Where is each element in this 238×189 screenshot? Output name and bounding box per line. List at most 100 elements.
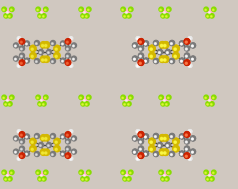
Circle shape (179, 151, 184, 156)
Circle shape (154, 59, 159, 64)
Circle shape (145, 43, 146, 44)
Circle shape (137, 38, 138, 40)
Circle shape (40, 56, 47, 62)
Circle shape (134, 58, 135, 60)
Circle shape (213, 97, 214, 99)
Circle shape (50, 59, 55, 64)
Circle shape (30, 45, 36, 52)
Circle shape (144, 135, 148, 138)
Circle shape (61, 136, 63, 138)
Circle shape (31, 141, 33, 143)
Circle shape (208, 9, 213, 15)
Circle shape (150, 55, 152, 57)
Circle shape (15, 45, 16, 46)
Circle shape (62, 136, 63, 137)
Circle shape (192, 58, 193, 60)
Circle shape (144, 153, 146, 155)
Circle shape (124, 9, 129, 15)
Circle shape (42, 14, 46, 18)
Circle shape (84, 175, 85, 177)
Circle shape (134, 151, 135, 153)
Circle shape (138, 39, 144, 44)
Circle shape (137, 158, 138, 160)
Circle shape (180, 152, 184, 155)
Circle shape (144, 41, 149, 46)
Circle shape (154, 136, 156, 138)
Circle shape (43, 104, 44, 105)
Circle shape (45, 152, 47, 154)
Circle shape (134, 45, 135, 47)
Circle shape (159, 149, 166, 155)
Circle shape (39, 179, 40, 180)
Circle shape (192, 58, 193, 60)
Circle shape (31, 148, 33, 150)
Circle shape (144, 42, 148, 45)
Circle shape (35, 40, 40, 46)
Circle shape (18, 65, 19, 67)
Circle shape (41, 44, 44, 47)
Circle shape (43, 135, 50, 141)
Circle shape (134, 58, 135, 60)
Circle shape (14, 57, 18, 60)
Circle shape (10, 95, 14, 100)
Circle shape (6, 12, 8, 14)
Circle shape (164, 152, 166, 154)
Circle shape (66, 48, 68, 50)
Circle shape (174, 148, 176, 150)
Circle shape (69, 64, 73, 67)
Circle shape (87, 170, 91, 174)
Circle shape (30, 52, 36, 59)
Circle shape (190, 149, 195, 154)
Circle shape (190, 136, 195, 141)
Circle shape (72, 44, 76, 47)
Circle shape (85, 14, 89, 18)
Circle shape (185, 141, 187, 143)
Circle shape (167, 145, 168, 146)
Circle shape (66, 41, 68, 43)
Circle shape (45, 9, 46, 11)
Circle shape (20, 62, 22, 64)
Circle shape (40, 145, 41, 146)
Circle shape (45, 59, 47, 61)
Circle shape (154, 133, 159, 139)
Circle shape (210, 102, 214, 106)
Circle shape (124, 179, 125, 180)
Circle shape (25, 152, 29, 155)
Circle shape (160, 152, 163, 154)
Circle shape (204, 7, 208, 12)
Circle shape (181, 43, 182, 44)
Circle shape (180, 43, 182, 45)
Circle shape (20, 41, 22, 43)
Circle shape (159, 135, 166, 141)
Circle shape (45, 44, 47, 47)
Circle shape (4, 177, 8, 181)
Circle shape (191, 57, 195, 60)
Circle shape (88, 172, 89, 174)
Circle shape (42, 177, 46, 181)
Circle shape (144, 43, 146, 45)
Circle shape (60, 134, 65, 139)
Circle shape (164, 44, 166, 47)
Circle shape (180, 60, 182, 62)
Circle shape (162, 149, 169, 155)
Circle shape (169, 152, 174, 156)
Circle shape (20, 155, 22, 157)
Circle shape (39, 50, 44, 54)
Circle shape (210, 14, 214, 18)
Circle shape (150, 48, 152, 50)
Circle shape (139, 139, 144, 144)
Circle shape (188, 64, 192, 67)
Circle shape (167, 52, 168, 53)
Circle shape (192, 138, 193, 139)
Circle shape (139, 141, 141, 143)
Circle shape (150, 148, 152, 150)
Circle shape (190, 56, 195, 61)
Circle shape (144, 41, 149, 46)
Circle shape (73, 58, 74, 60)
Circle shape (70, 65, 71, 67)
Circle shape (168, 97, 169, 99)
Circle shape (40, 172, 45, 177)
Circle shape (188, 157, 192, 160)
Circle shape (9, 179, 10, 180)
Circle shape (125, 175, 127, 177)
